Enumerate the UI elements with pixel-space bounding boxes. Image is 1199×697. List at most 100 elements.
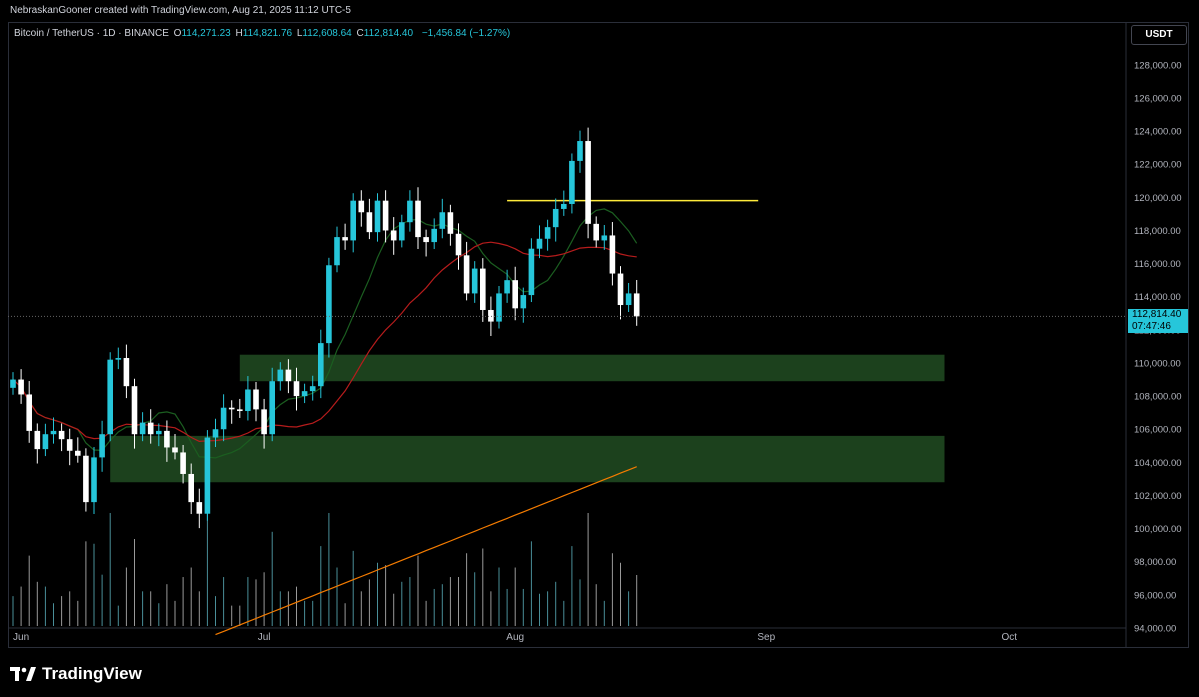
candle-body (293, 381, 300, 397)
candle-body (50, 430, 57, 435)
candle-body (34, 430, 41, 450)
candle-body (172, 447, 178, 453)
candle-body (237, 409, 243, 412)
x-tick-label: Aug (506, 632, 524, 643)
candle-body (366, 212, 373, 233)
attribution-text: NebraskanGooner created with TradingView… (10, 5, 351, 16)
candle-body (601, 235, 608, 241)
candle-body (561, 203, 567, 209)
candle-body (617, 273, 624, 306)
candle-body (431, 228, 437, 243)
y-tick-label: 104,000.00 (1134, 458, 1182, 469)
ma-fast-line (28, 208, 638, 459)
candle-body (220, 407, 227, 430)
symbol-label: Bitcoin / TetherUS · 1D · BINANCE (14, 28, 169, 39)
candle-body (374, 200, 381, 233)
close-value: 112,814.40 (363, 28, 414, 39)
candle-body (528, 248, 535, 296)
candle-body (309, 386, 316, 392)
candle-body (196, 502, 203, 514)
candle-body (480, 268, 486, 310)
candle-body (285, 369, 292, 382)
candle-body (99, 434, 105, 458)
candle-body (139, 422, 146, 435)
candle-body (123, 358, 130, 387)
candle-body (399, 222, 405, 241)
candle-body (204, 437, 211, 514)
high-value: 114,821.76 (242, 28, 293, 39)
candle-body (326, 265, 332, 344)
x-tick-label: Jul (258, 632, 271, 643)
y-tick-label: 110,000.00 (1134, 358, 1181, 369)
brand-name: TradingView (42, 664, 142, 683)
candle-body (512, 280, 518, 309)
candle-body (593, 223, 599, 241)
candle-body (577, 141, 583, 161)
y-tick-label: 114,000.00 (1134, 292, 1181, 303)
candle-body (75, 450, 81, 456)
candle-body (447, 212, 454, 234)
y-tick-label: 124,000.00 (1134, 127, 1182, 138)
x-tick-label: Sep (757, 632, 775, 643)
candle-body (58, 430, 65, 440)
candle-body (423, 237, 429, 243)
candle-body (520, 295, 527, 309)
high-label: H (235, 28, 243, 39)
change-value: −1,456.84 (−1.27%) (421, 28, 511, 39)
candle-body (26, 394, 32, 431)
candle-body (334, 237, 340, 266)
y-tick-label: 102,000.00 (1134, 491, 1182, 502)
tradingview-logo[interactable]: TradingView (10, 664, 142, 684)
candle-body (277, 369, 284, 382)
low-value: 112,608.64 (302, 28, 352, 39)
candle-body (350, 200, 356, 241)
candle-body (253, 389, 259, 410)
low-label: L (296, 28, 303, 39)
candle-body (228, 407, 235, 410)
top-bar: NebraskanGooner created with TradingView… (0, 0, 1199, 22)
candle-body (463, 255, 470, 294)
y-tick-label: 106,000.00 (1134, 425, 1182, 436)
candle-body (10, 379, 16, 388)
candle-body (552, 208, 559, 228)
candle-body (407, 200, 413, 223)
y-tick-label: 118,000.00 (1134, 226, 1181, 237)
candle-body (245, 389, 251, 412)
candle-body (115, 358, 122, 360)
candle-body (439, 212, 446, 229)
candle-body (107, 359, 113, 435)
candle-body (342, 237, 348, 241)
candle-body (147, 422, 154, 435)
y-tick-label: 96,000.00 (1134, 590, 1176, 601)
candle-body (188, 473, 194, 503)
last-price-label: 112,814.40 07:47:46 (1128, 309, 1188, 334)
last-price-value: 112,814.40 (1132, 309, 1182, 321)
footer (0, 648, 1199, 697)
open-value: 114,271.23 (181, 28, 231, 39)
candle-body (504, 280, 510, 294)
candle-body (390, 230, 397, 241)
candle-body (301, 391, 308, 397)
candle-body (42, 434, 49, 450)
candle-body (358, 200, 365, 213)
candle-body (569, 160, 575, 204)
candle-body (585, 141, 591, 224)
candle-body (180, 452, 186, 474)
y-tick-label: 120,000.00 (1134, 193, 1182, 204)
x-tick-label: Jun (13, 632, 29, 643)
currency-button[interactable]: USDT (1131, 25, 1187, 45)
candle-body (455, 233, 462, 256)
demand-zone (239, 354, 945, 382)
open-label: O (173, 28, 182, 39)
candle-body (83, 455, 89, 503)
tradingview-logo-icon (10, 667, 36, 681)
candle-body (609, 235, 616, 274)
ma-slow-line (215, 466, 637, 636)
y-tick-label: 116,000.00 (1134, 259, 1181, 270)
y-tick-label: 98,000.00 (1134, 557, 1176, 568)
candle-body (544, 227, 551, 239)
demand-zone (110, 435, 945, 483)
candle-body (261, 409, 267, 435)
ohlc-legend: Bitcoin / TetherUS · 1D · BINANCE O114,2… (14, 28, 510, 39)
